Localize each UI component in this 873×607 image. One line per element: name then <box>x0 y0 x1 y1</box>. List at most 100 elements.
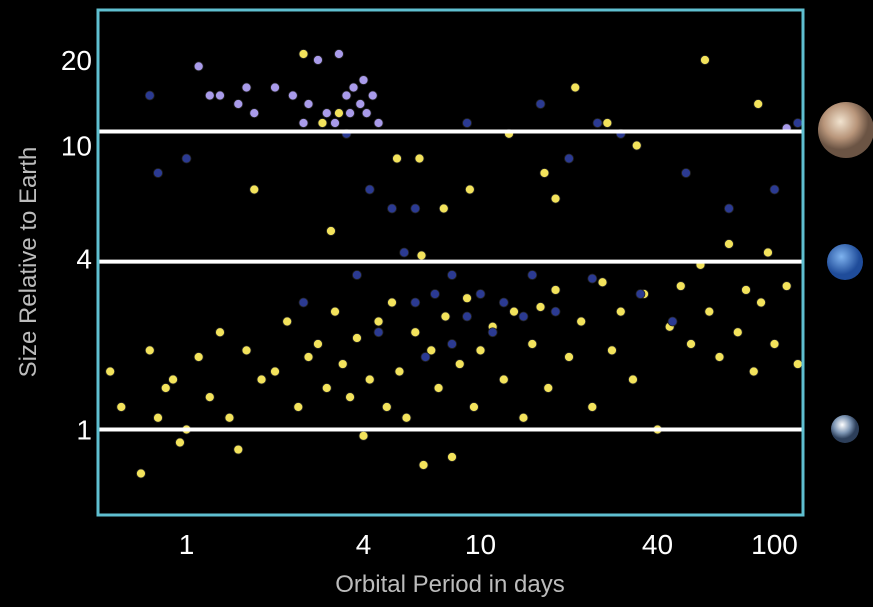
data-point <box>330 306 340 317</box>
data-point <box>364 184 375 195</box>
data-point <box>270 366 280 377</box>
data-point <box>204 392 215 403</box>
data-point <box>334 49 344 59</box>
data-point <box>447 452 457 462</box>
data-point <box>418 460 429 470</box>
data-point <box>387 297 397 308</box>
data-point <box>509 306 519 317</box>
data-point <box>550 306 561 317</box>
y-tick-label: 10 <box>61 131 92 162</box>
x-tick-label: 1 <box>179 529 195 560</box>
data-point <box>487 327 498 338</box>
data-point <box>160 383 171 393</box>
data-point <box>792 359 803 369</box>
data-point <box>168 374 178 385</box>
data-point <box>447 270 457 280</box>
data-point <box>700 55 710 65</box>
data-point <box>256 374 267 385</box>
data-point <box>241 345 252 356</box>
data-point <box>763 247 773 258</box>
data-point <box>330 118 340 128</box>
data-point <box>769 184 780 195</box>
data-point <box>387 203 397 214</box>
data-point <box>282 316 293 327</box>
data-point <box>667 316 678 327</box>
data-point <box>337 359 348 369</box>
data-point <box>724 203 734 214</box>
data-point <box>564 153 574 164</box>
data-point <box>732 327 743 338</box>
data-point <box>233 444 244 455</box>
data-point <box>675 281 686 291</box>
data-point <box>724 239 734 249</box>
data-point <box>410 297 421 308</box>
data-point <box>753 99 764 109</box>
data-point <box>293 402 304 412</box>
data-point <box>769 339 780 349</box>
data-point <box>303 352 314 362</box>
data-point <box>704 306 715 317</box>
data-point <box>341 90 352 101</box>
data-point <box>367 90 378 101</box>
data-point <box>204 90 215 101</box>
data-point <box>420 352 431 362</box>
data-point <box>587 273 598 284</box>
data-point <box>249 184 260 195</box>
x-tick-label: 4 <box>356 529 372 560</box>
data-point <box>440 311 451 322</box>
x-tick-label: 10 <box>465 529 496 560</box>
data-point <box>233 99 244 109</box>
data-point <box>399 247 410 258</box>
data-point <box>193 352 204 362</box>
data-point <box>313 339 323 349</box>
data-point <box>592 118 603 128</box>
data-point <box>361 108 372 119</box>
data-point <box>550 285 561 295</box>
data-point <box>498 374 509 385</box>
data-point <box>535 302 546 312</box>
data-point <box>628 374 638 385</box>
data-point <box>298 49 309 59</box>
data-point <box>686 339 696 349</box>
data-point <box>469 402 479 412</box>
data-point <box>105 366 116 377</box>
data-point <box>116 402 127 412</box>
data-point <box>602 118 613 128</box>
neptune-icon <box>827 244 863 280</box>
data-point <box>358 430 369 441</box>
data-point <box>681 168 691 178</box>
data-point <box>438 203 449 214</box>
x-axis-label: Orbital Period in days <box>335 571 564 598</box>
data-point <box>781 281 792 291</box>
data-point <box>631 140 642 151</box>
data-point <box>175 437 185 448</box>
data-point <box>241 82 252 93</box>
data-point <box>539 168 550 178</box>
data-point <box>635 289 646 299</box>
data-point <box>462 311 472 322</box>
data-point <box>792 118 803 128</box>
data-point <box>462 293 472 304</box>
data-point <box>527 339 538 349</box>
data-point <box>352 270 362 280</box>
data-point <box>317 118 328 128</box>
x-tick-label: 100 <box>751 529 798 560</box>
data-point <box>543 383 554 393</box>
data-point <box>153 168 163 178</box>
data-point <box>270 82 280 93</box>
data-point <box>410 327 421 338</box>
data-point <box>714 352 725 362</box>
data-point <box>153 412 163 423</box>
data-point <box>527 270 538 280</box>
data-point <box>181 153 192 164</box>
data-point <box>334 108 344 119</box>
data-point <box>313 55 323 65</box>
data-point <box>373 316 384 327</box>
data-point <box>454 359 465 369</box>
data-point <box>352 333 362 343</box>
data-point <box>249 108 260 119</box>
data-point <box>433 383 444 393</box>
data-point <box>287 90 298 101</box>
